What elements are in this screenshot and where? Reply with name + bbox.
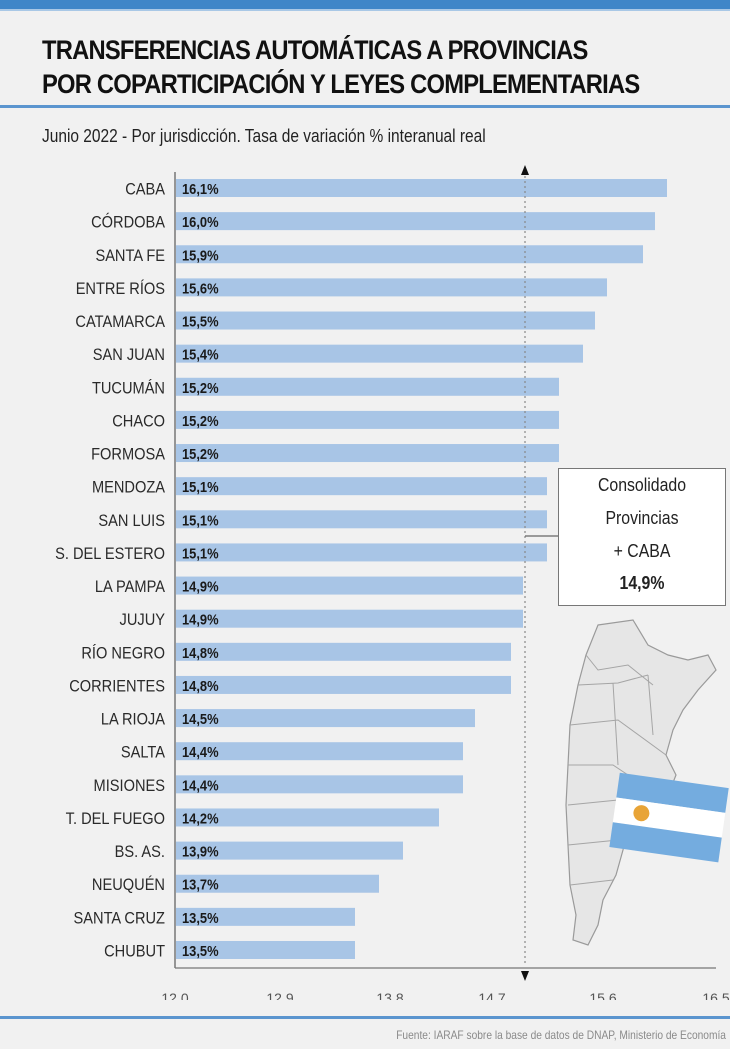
- bar-14: [176, 642, 511, 661]
- argentina-map-icon: [565, 619, 729, 946]
- top-accent-stripe: [0, 9, 730, 11]
- category-label: S. DEL ESTERO: [55, 545, 165, 563]
- title-line-2: POR COPARTICIPACIÓN Y LEYES COMPLEMENTAR…: [42, 69, 640, 99]
- x-tick-label: 12.0: [161, 990, 188, 1000]
- bar-0: [176, 179, 667, 197]
- value-label: 15,2%: [182, 412, 219, 429]
- category-label: CHUBUT: [104, 943, 165, 961]
- value-label: 15,1%: [182, 544, 219, 561]
- category-label: MISIONES: [94, 777, 165, 795]
- value-label: 15,9%: [182, 246, 219, 263]
- bar-9: [176, 477, 547, 496]
- value-label: 15,5%: [182, 313, 219, 330]
- category-label: LA PAMPA: [95, 578, 166, 596]
- top-accent-bar: [0, 0, 730, 9]
- bar-16: [176, 709, 475, 728]
- bar-chart: CABA 16,1% CÓRDOBA 16,0% SANTA FE 15,9% ENTRE …: [55, 165, 730, 1000]
- reference-arrow-down-icon: [521, 971, 529, 981]
- value-label: 14,9%: [182, 611, 219, 628]
- category-label: SAN LUIS: [98, 512, 165, 530]
- x-tick-label: 12.9: [266, 990, 293, 1000]
- callout-value: 14,9%: [619, 573, 665, 593]
- callout-line-3: + CABA: [613, 541, 671, 561]
- bar-20: [176, 841, 403, 860]
- bar-15: [176, 675, 511, 694]
- title-line-1: TRANSFERENCIAS AUTOMÁTICAS A PROVINCIAS: [42, 35, 588, 65]
- bar-10: [176, 510, 547, 529]
- category-label: BS. AS.: [115, 843, 165, 861]
- value-label: 15,1%: [182, 511, 219, 528]
- value-label: 13,9%: [182, 843, 219, 860]
- value-label: 14,9%: [182, 578, 219, 595]
- category-label: ENTRE RÍOS: [76, 278, 165, 298]
- bar-11: [176, 543, 547, 562]
- category-label: SANTA FE: [95, 247, 165, 265]
- bar-7: [176, 410, 559, 429]
- value-label: 14,5%: [182, 710, 219, 727]
- bar-5: [176, 344, 583, 363]
- chart-title: TRANSFERENCIAS AUTOMÁTICAS A PROVINCIAS …: [42, 33, 647, 101]
- category-label: LA RIOJA: [101, 711, 166, 729]
- category-label: CÓRDOBA: [91, 212, 165, 232]
- bar-19: [176, 808, 439, 827]
- bar-17: [176, 742, 463, 761]
- category-label: RÍO NEGRO: [81, 642, 165, 662]
- bar-6: [176, 377, 559, 396]
- source-note: Fuente: IARAF sobre la base de datos de …: [396, 1028, 726, 1042]
- bar-3: [176, 278, 607, 297]
- category-label: TUCUMÁN: [92, 377, 165, 397]
- x-tick-label: 13.8: [376, 990, 403, 1000]
- category-label: NEUQUÉN: [92, 874, 165, 894]
- x-tick-label: 16.5: [702, 990, 729, 1000]
- value-label: 14,4%: [182, 776, 219, 793]
- consolidated-callout: Consolidado Provincias + CABA 14,9%: [558, 468, 726, 606]
- reference-arrow-up-icon: [521, 165, 529, 175]
- category-label: CABA: [125, 181, 165, 199]
- value-label: 16,0%: [182, 213, 219, 230]
- category-label: CATAMARCA: [75, 313, 165, 331]
- x-tick-label: 15.6: [589, 990, 616, 1000]
- bar-13: [176, 609, 523, 628]
- category-label: SALTA: [121, 744, 166, 762]
- value-label: 13,5%: [182, 909, 219, 926]
- chart-subtitle: Junio 2022 - Por jurisdicción. Tasa de v…: [42, 126, 486, 146]
- value-label: 15,6%: [182, 279, 219, 296]
- value-label: 14,2%: [182, 810, 219, 827]
- value-label: 15,1%: [182, 478, 219, 495]
- bar-4: [176, 311, 595, 330]
- bar-8: [176, 444, 559, 463]
- category-label: JUJUY: [120, 611, 166, 629]
- bar-21: [176, 874, 379, 893]
- bar-23: [176, 940, 355, 959]
- category-label: T. DEL FUEGO: [66, 810, 165, 828]
- value-label: 13,5%: [182, 942, 219, 959]
- category-label: SAN JUAN: [93, 346, 165, 364]
- bar-1: [176, 212, 655, 231]
- category-label: FORMOSA: [91, 446, 165, 464]
- argentina-flag-icon: [609, 772, 729, 863]
- value-label: 15,2%: [182, 445, 219, 462]
- footer-divider: [0, 1016, 730, 1019]
- value-label: 16,1%: [182, 180, 219, 197]
- value-label: 14,8%: [182, 644, 219, 661]
- bar-18: [176, 775, 463, 794]
- value-label: 15,4%: [182, 346, 219, 363]
- value-label: 15,2%: [182, 379, 219, 396]
- value-label: 14,4%: [182, 743, 219, 760]
- x-tick-label: 14.7: [478, 990, 505, 1000]
- category-label: CORRIENTES: [69, 678, 165, 696]
- category-label: MENDOZA: [92, 479, 165, 497]
- callout-line-1: Consolidado: [597, 475, 687, 495]
- value-label: 14,8%: [182, 677, 219, 694]
- bar-12: [176, 576, 523, 595]
- title-divider: [0, 105, 730, 108]
- category-label: SANTA CRUZ: [74, 909, 166, 927]
- category-label: CHACO: [112, 412, 165, 430]
- value-label: 13,7%: [182, 876, 219, 893]
- bar-2: [176, 245, 643, 264]
- callout-line-2: Provincias: [605, 508, 679, 528]
- bar-22: [176, 907, 355, 926]
